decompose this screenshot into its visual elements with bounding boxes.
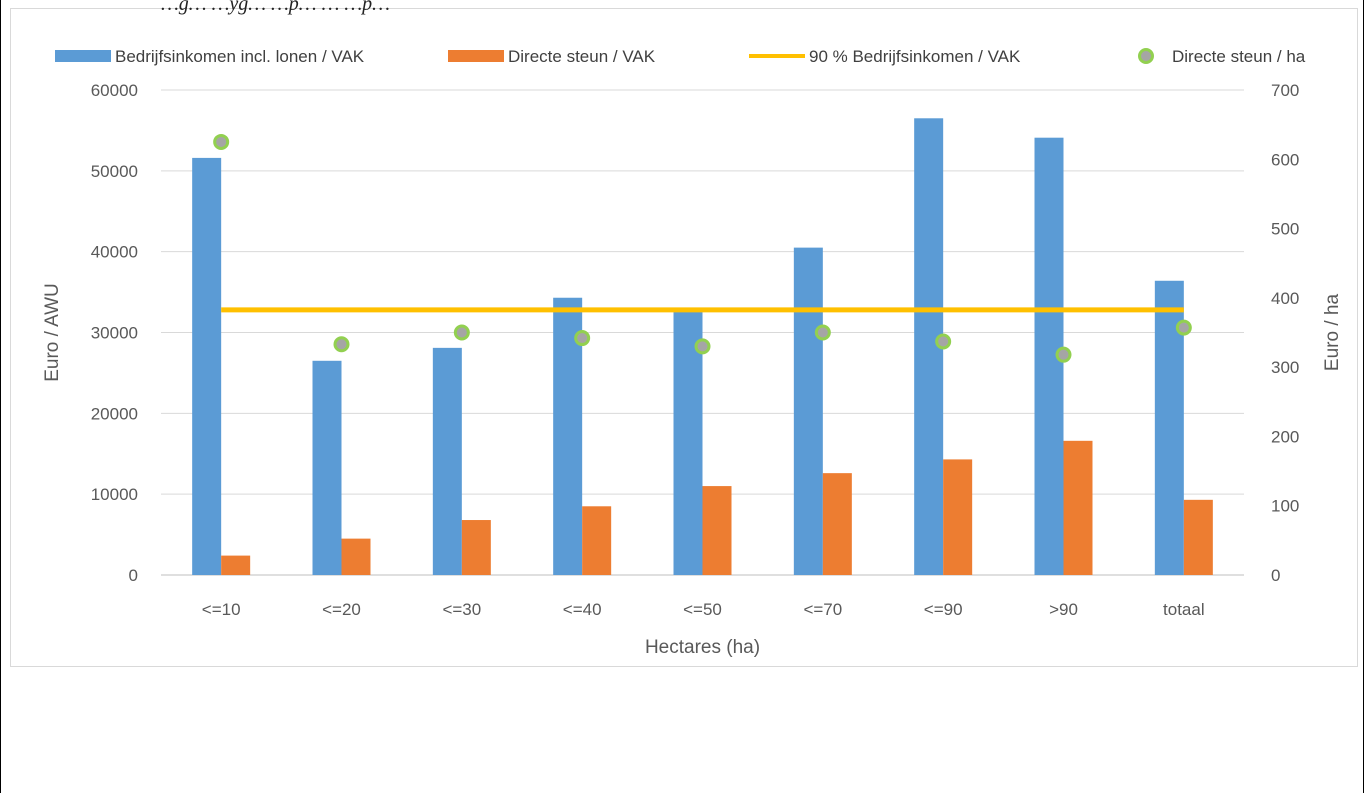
x-tick-label: <=10 <box>202 600 241 619</box>
point-directe-steun-per-ha <box>213 133 230 150</box>
point-directe-steun-per-ha <box>814 324 831 341</box>
bar-directe-steun <box>221 555 251 575</box>
x-tick-label: <=40 <box>563 600 602 619</box>
bar-directe-steun <box>943 459 973 575</box>
point-directe-steun-per-ha <box>1175 319 1192 336</box>
chart-frame: …g… …yg… …p… … …p… 0 10000 20000 30000 40000… <box>10 0 1358 667</box>
legend-swatch-bar <box>55 50 111 62</box>
legend-label: 90 % Bedrijfsinkomen / VAK <box>809 47 1021 66</box>
point-directe-steun-per-ha <box>453 324 470 341</box>
bar-directe-steun <box>1183 499 1213 575</box>
x-tick-label: <=70 <box>803 600 842 619</box>
y-tick-label: 60000 <box>91 81 138 100</box>
bar-directe-steun <box>822 473 852 575</box>
y2-tick-label: 400 <box>1271 289 1299 308</box>
bar-directe-steun <box>341 538 371 575</box>
x-tick-label: <=30 <box>442 600 481 619</box>
x-tick-label: totaal <box>1163 600 1205 619</box>
y2-tick-label: 500 <box>1271 220 1299 239</box>
y-tick-label: 50000 <box>91 162 138 181</box>
y2-tick-label: 0 <box>1271 566 1280 585</box>
y-tick-label: 30000 <box>91 324 138 343</box>
bar-bedrijfsinkomen <box>432 347 462 575</box>
bar-directe-steun <box>702 486 732 575</box>
combo-chart: 0 10000 20000 30000 40000 50000 60000 0 100 200 30… <box>42 47 1343 658</box>
top-caption: …g… …yg… …p… … …p… <box>161 0 390 15</box>
x-tick-label: >90 <box>1049 600 1078 619</box>
y-tick-label: 20000 <box>91 404 138 423</box>
bar-directe-steun <box>1063 440 1093 575</box>
point-directe-steun-per-ha <box>1055 346 1072 363</box>
y2-tick-label: 600 <box>1271 150 1299 169</box>
x-axis-title: Hectares (ha) <box>645 637 760 658</box>
y2-tick-label: 200 <box>1271 427 1299 446</box>
x-tick-label: <=20 <box>322 600 361 619</box>
y2-tick-label: 100 <box>1271 497 1299 516</box>
bar-bedrijfsinkomen <box>192 157 222 575</box>
bar-directe-steun <box>582 506 612 575</box>
y2-tick-label: 700 <box>1271 81 1299 100</box>
legend-swatch-marker <box>1138 48 1154 64</box>
point-directe-steun-per-ha <box>935 333 952 350</box>
y-tick-label: 40000 <box>91 243 138 262</box>
bar-directe-steun <box>461 520 491 575</box>
x-tick-label: <=50 <box>683 600 722 619</box>
legend-label: Bedrijfsinkomen incl. lonen / VAK <box>115 47 365 66</box>
y-tick-label: 0 <box>129 566 138 585</box>
y-axis-title: Euro / AWU <box>42 283 63 382</box>
y2-tick-label: 300 <box>1271 358 1299 377</box>
point-directe-steun-per-ha <box>694 338 711 355</box>
point-directe-steun-per-ha <box>574 330 591 347</box>
legend-label: Directe steun / VAK <box>508 47 656 66</box>
legend-label: Directe steun / ha <box>1172 47 1306 66</box>
x-tick-label: <=90 <box>924 600 963 619</box>
y2-axis-title: Euro / ha <box>1322 294 1343 372</box>
bar-bedrijfsinkomen <box>793 247 823 575</box>
point-directe-steun-per-ha <box>333 336 350 353</box>
bar-bedrijfsinkomen <box>673 310 703 575</box>
legend-swatch-bar <box>448 50 504 62</box>
bar-bedrijfsinkomen <box>312 360 342 575</box>
y-tick-label: 10000 <box>91 485 138 504</box>
